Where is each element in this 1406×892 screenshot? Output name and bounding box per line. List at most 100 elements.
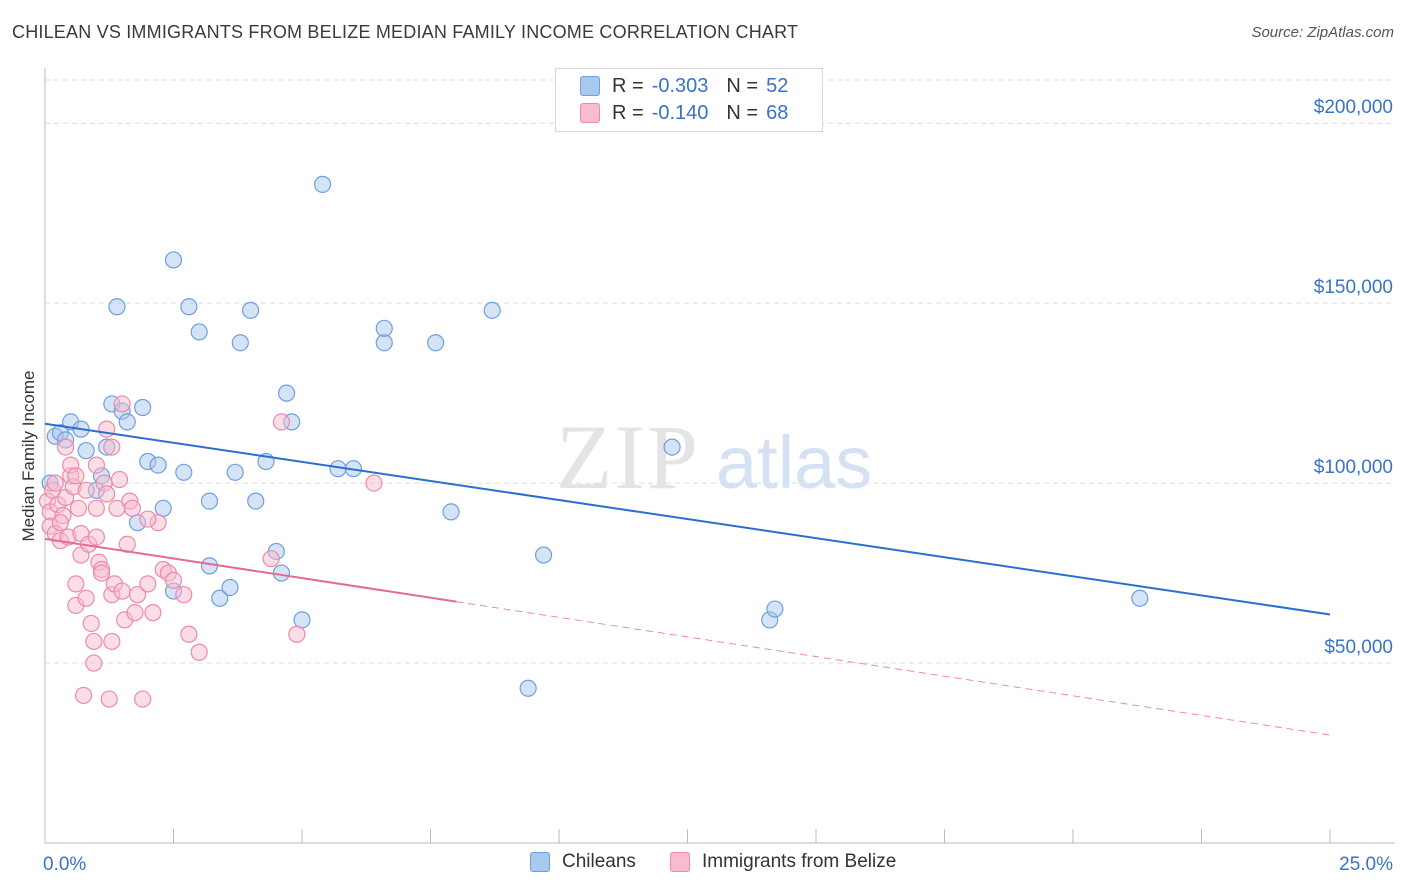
chileans-point bbox=[375, 319, 393, 337]
grid-layer bbox=[45, 79, 1395, 664]
belize-point bbox=[77, 481, 95, 499]
belize-point bbox=[144, 604, 162, 622]
chileans-point bbox=[190, 323, 208, 341]
x-tick-label: 0.0% bbox=[43, 854, 86, 875]
belize-point bbox=[69, 499, 88, 517]
belize-point bbox=[100, 690, 118, 708]
chileans-point bbox=[766, 600, 784, 618]
belize-point bbox=[272, 413, 291, 431]
belize-point bbox=[85, 632, 103, 651]
watermark: ZIP atlas bbox=[556, 406, 872, 508]
chileans-point bbox=[483, 301, 501, 319]
series-swatch-belize bbox=[670, 852, 690, 872]
belize-point bbox=[103, 438, 121, 456]
belize-point bbox=[365, 474, 383, 492]
belize-point bbox=[190, 643, 208, 661]
belize-point bbox=[51, 514, 70, 532]
legend-n-value: 68 bbox=[766, 101, 789, 124]
legend-n-value: 52 bbox=[766, 74, 789, 97]
series-label-belize: Immigrants from Belize bbox=[702, 851, 897, 872]
chileans-point bbox=[211, 589, 229, 607]
chileans-point bbox=[221, 578, 239, 597]
chileans-point bbox=[164, 251, 183, 269]
belize-point bbox=[67, 467, 85, 485]
series-legend: Chileans Immigrants from Belize bbox=[0, 851, 1406, 877]
series-legend-chileans[interactable]: Chileans bbox=[530, 851, 636, 873]
points-layer bbox=[38, 175, 1149, 708]
chileans-point bbox=[442, 503, 460, 521]
legend-r-value: -0.140 bbox=[651, 101, 709, 124]
belize-point bbox=[262, 550, 280, 568]
chileans-point bbox=[118, 413, 136, 431]
belize-point bbox=[139, 510, 157, 528]
belize-point bbox=[113, 582, 131, 600]
chileans-point bbox=[108, 298, 126, 316]
chileans-point bbox=[149, 456, 167, 474]
watermark-zip: ZIP bbox=[556, 406, 700, 508]
chileans-point bbox=[134, 398, 152, 417]
belize-point bbox=[56, 438, 75, 456]
chileans-point bbox=[242, 301, 260, 319]
chileans-point bbox=[226, 463, 244, 481]
belize-point bbox=[46, 474, 64, 492]
chileans-point bbox=[231, 334, 249, 352]
legend-n-label: N = bbox=[726, 101, 759, 124]
y-tick-label: $50,000 bbox=[1324, 637, 1393, 658]
chileans-point bbox=[663, 438, 681, 456]
belize-point bbox=[175, 586, 193, 604]
belize-point bbox=[67, 575, 85, 593]
belize-point bbox=[180, 625, 198, 643]
chileans-point bbox=[277, 384, 296, 402]
trend-line-belize bbox=[44, 537, 457, 603]
belize-point bbox=[134, 690, 152, 708]
belize-point bbox=[98, 420, 116, 438]
belize-point bbox=[87, 528, 106, 546]
legend-row-belize: R = -0.140 N = 68 bbox=[580, 100, 788, 126]
series-swatch-chileans bbox=[530, 852, 550, 872]
trend-line-belize-extrapolated bbox=[456, 601, 1331, 736]
chileans-point bbox=[200, 557, 219, 575]
chileans-point bbox=[77, 442, 95, 460]
legend-r-label: R = bbox=[612, 74, 644, 97]
legend-swatch-belize bbox=[580, 103, 600, 123]
chileans-point bbox=[154, 499, 172, 517]
belize-point bbox=[113, 395, 131, 413]
belize-point bbox=[82, 614, 100, 633]
belize-point bbox=[87, 456, 106, 474]
belize-point bbox=[87, 499, 106, 517]
x-tick-label: 25.0% bbox=[1339, 854, 1393, 875]
legend-r-value: -0.303 bbox=[651, 74, 709, 97]
belize-point bbox=[85, 654, 103, 672]
chileans-point bbox=[427, 334, 445, 352]
trend-line-chileans bbox=[44, 422, 1331, 616]
y-tick-label: $200,000 bbox=[1314, 97, 1393, 118]
legend-swatch-chileans bbox=[580, 76, 600, 96]
belize-point bbox=[92, 564, 111, 582]
belize-point bbox=[139, 575, 157, 593]
belize-point bbox=[98, 485, 116, 503]
series-legend-belize[interactable]: Immigrants from Belize bbox=[670, 851, 896, 873]
belize-point bbox=[103, 632, 121, 651]
chileans-point bbox=[534, 546, 553, 564]
correlation-legend: R = -0.303 N = 52 R = -0.140 N = 68 bbox=[555, 68, 823, 132]
chileans-point bbox=[272, 564, 291, 582]
chileans-point bbox=[180, 298, 198, 316]
chileans-point bbox=[200, 492, 219, 510]
axis-layer bbox=[44, 68, 1395, 844]
belize-point bbox=[74, 686, 93, 705]
chart-title: CHILEAN VS IMMIGRANTS FROM BELIZE MEDIAN… bbox=[12, 22, 799, 42]
belize-point bbox=[126, 604, 144, 622]
label-layer: $50,000 $100,000 $150,000 $200,000 0.0% 25.0%… bbox=[19, 97, 1393, 875]
belize-point bbox=[123, 499, 141, 517]
y-tick-label: $100,000 bbox=[1314, 457, 1393, 478]
chileans-point bbox=[313, 175, 332, 193]
chileans-point bbox=[247, 492, 265, 510]
chileans-point bbox=[293, 611, 311, 629]
trend-layer bbox=[44, 422, 1331, 736]
watermark-atlas: atlas bbox=[716, 421, 872, 504]
y-tick-label: $150,000 bbox=[1314, 277, 1393, 298]
belize-point bbox=[110, 470, 129, 489]
belize-point bbox=[77, 589, 95, 607]
chileans-point bbox=[175, 463, 193, 481]
